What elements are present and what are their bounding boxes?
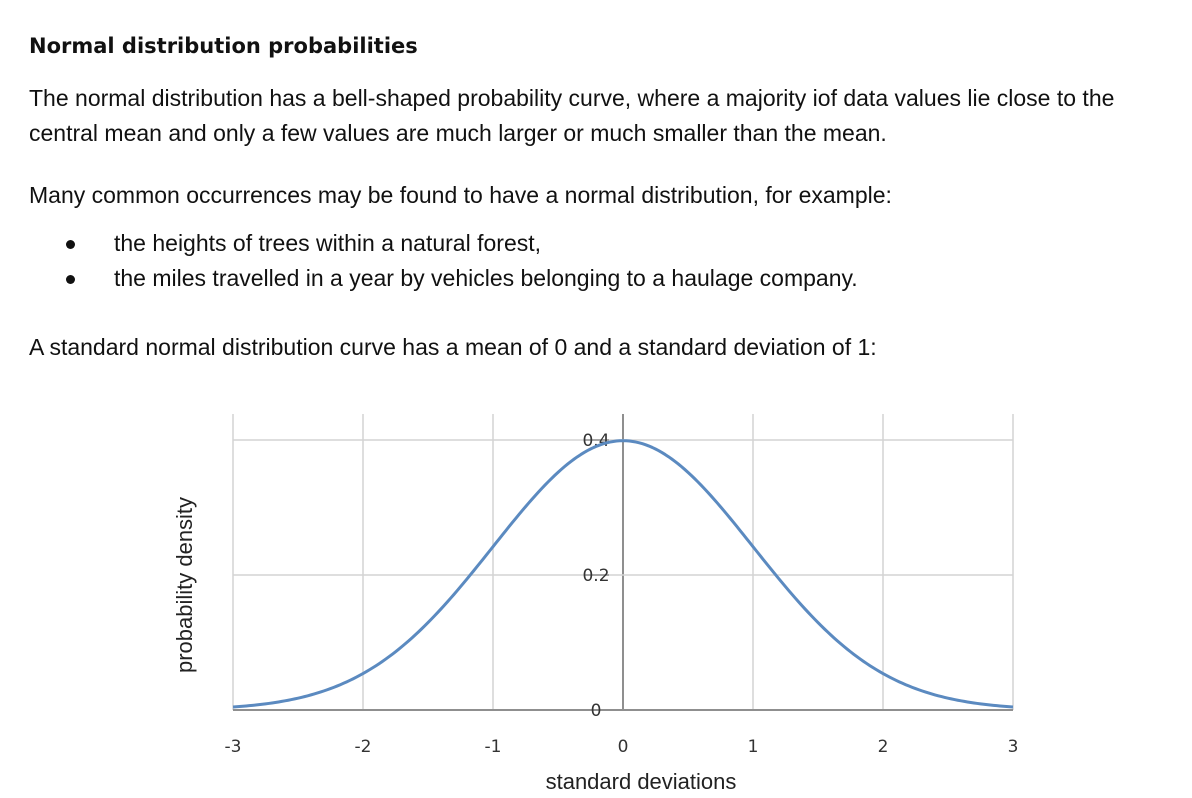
y-axis-label: probability density [172, 497, 197, 673]
y-tick-label: 0 [591, 701, 602, 721]
normal-curve-line [232, 439, 1014, 709]
x-tick-label: -2 [355, 737, 372, 757]
list-item: the miles travelled in a year by vehicle… [60, 261, 858, 296]
examples-list: the heights of trees within a natural fo… [60, 226, 858, 296]
list-item-text: the heights of trees within a natural fo… [114, 230, 542, 256]
x-tick-label: -1 [485, 737, 502, 757]
bullet-dot-icon [66, 275, 75, 284]
y-tick-label: 0.2 [582, 566, 609, 586]
document-title: Normal distribution probabilities [29, 34, 418, 58]
x-tick-label: 3 [1008, 737, 1019, 757]
x-tick-label: 2 [878, 737, 889, 757]
intro-paragraph: The normal distribution has a bell-shape… [29, 85, 1115, 146]
x-tick-label: -3 [225, 737, 242, 757]
bullet-dot-icon [66, 240, 75, 249]
chart-grid [232, 414, 1014, 711]
examples-intro-paragraph: Many common occurrences may be found to … [29, 182, 892, 208]
x-tick-label: 0 [618, 737, 629, 757]
chart-ticks: -3 -2 -1 0 1 2 3 0 0.2 0.4 [225, 431, 1019, 757]
x-tick-label: 1 [748, 737, 759, 757]
y-tick-label: 0.4 [582, 431, 609, 451]
list-item: the heights of trees within a natural fo… [60, 226, 858, 261]
x-axis-label: standard deviations [546, 769, 737, 794]
list-item-text: the miles travelled in a year by vehicle… [114, 265, 858, 291]
standard-normal-paragraph: A standard normal distribution curve has… [29, 334, 877, 360]
